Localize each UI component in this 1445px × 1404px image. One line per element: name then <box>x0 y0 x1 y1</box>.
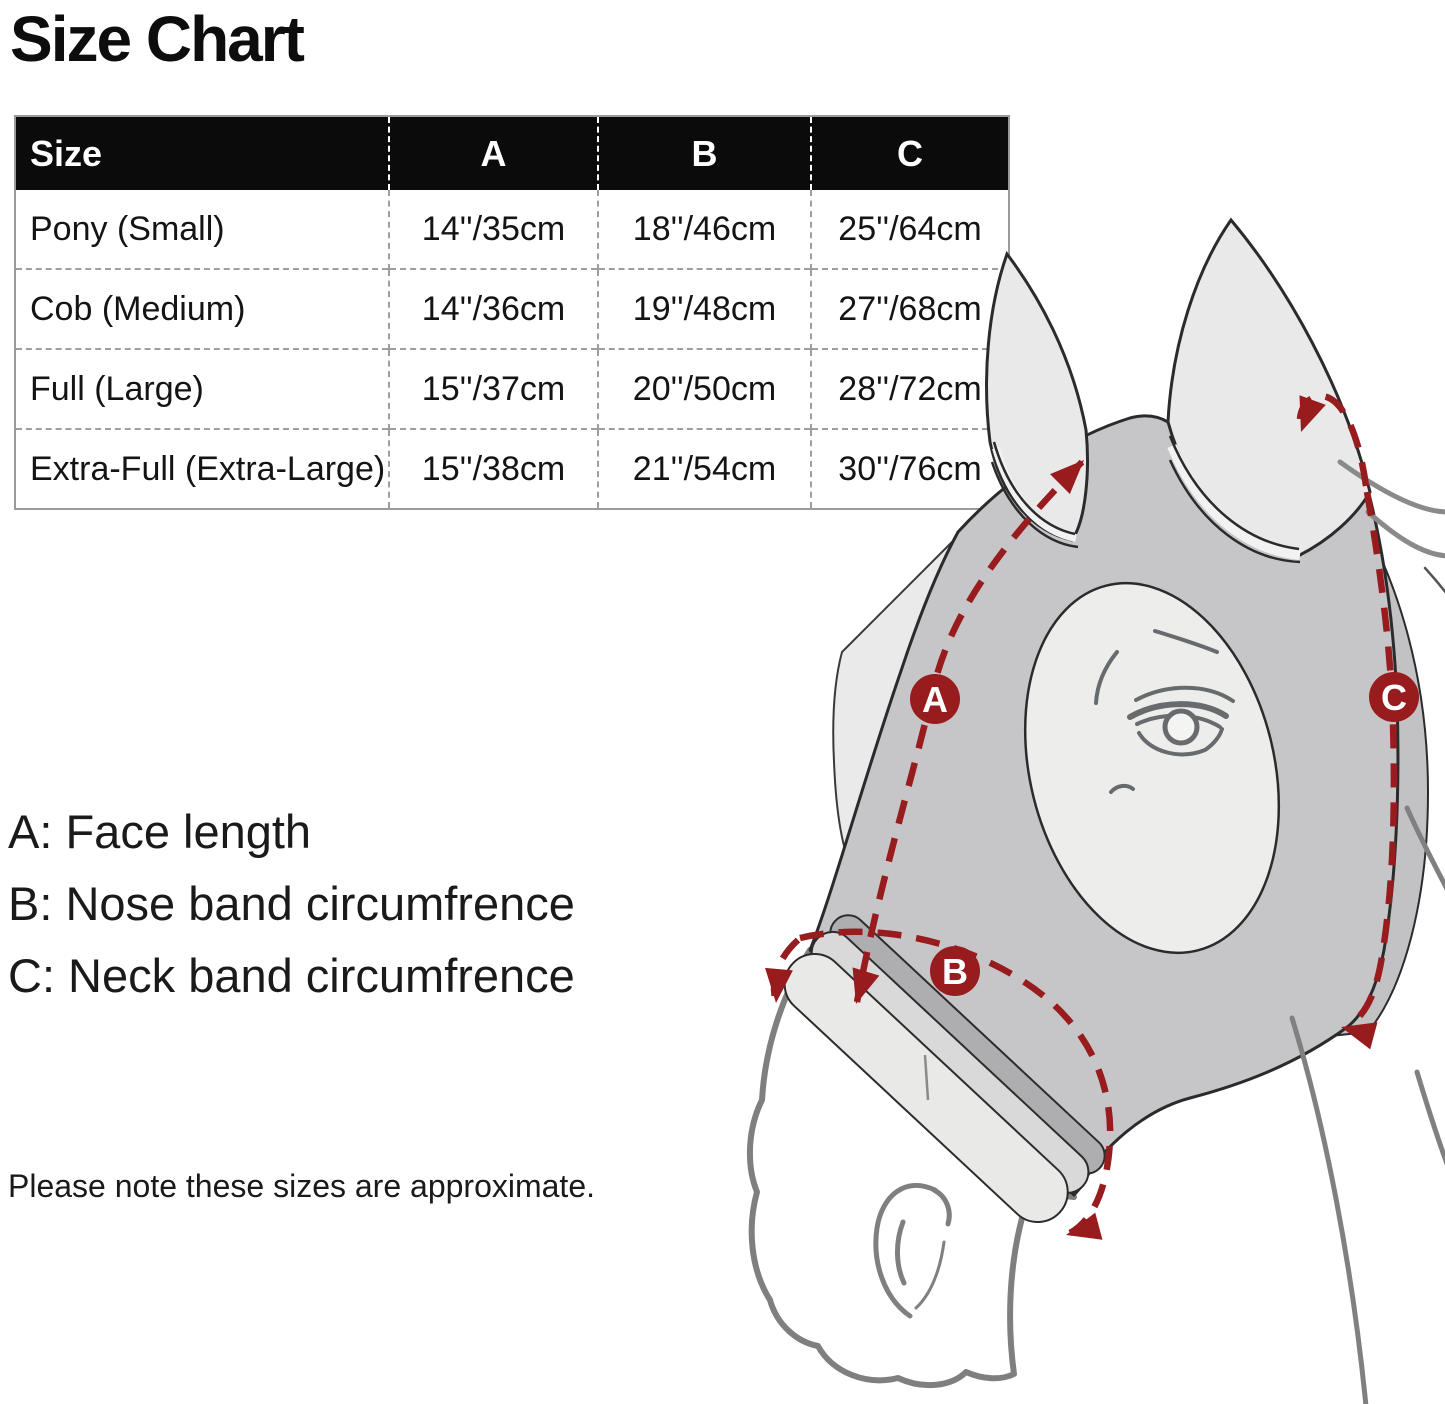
column-header-a: A <box>388 116 598 190</box>
neck-band-strip <box>1314 470 1430 1038</box>
muzzle-tick <box>923 1054 930 1101</box>
table-row: Full (Large) 15''/37cm 20''/50cm 28''/72… <box>15 348 1009 429</box>
cell-c: 30''/76cm <box>810 428 1009 509</box>
measurement-lines <box>770 392 1398 1236</box>
muzzle-shape <box>746 947 1077 1389</box>
eye <box>1094 629 1235 794</box>
cell-b: 20''/50cm <box>597 348 811 429</box>
measure-line-b-left <box>770 937 801 999</box>
measure-line-c-loop <box>1296 392 1370 487</box>
column-header-c: C <box>810 116 1009 190</box>
legend-line-a: A: Face length <box>8 805 312 858</box>
marker-c-circle <box>1369 672 1419 722</box>
cell-size: Pony (Small) <box>30 209 225 248</box>
cell-a: 15''/37cm <box>388 348 598 429</box>
column-header-b: B <box>597 116 811 190</box>
size-chart-table: Size A B C Pony (Small) 14''/35cm 18''/4… <box>14 115 1010 510</box>
cell-b: 18''/46cm <box>597 190 811 269</box>
marker-a-letter: A <box>922 679 948 720</box>
far-cheek-shape <box>832 529 964 918</box>
marker-c-letter: C <box>1381 677 1407 718</box>
ear-cover-right <box>1166 217 1372 558</box>
table-header-row: Size A B C <box>15 116 1009 190</box>
cell-size: Extra-Full (Extra-Large) <box>15 428 389 509</box>
table-row: Extra-Full (Extra-Large) 15''/38cm 21''/… <box>15 428 1009 509</box>
legend-line-c: C: Neck band circumfrence <box>8 949 575 1002</box>
cell-size: Full (Large) <box>15 348 389 429</box>
column-header-size: Size <box>15 116 389 190</box>
eye-opening <box>1023 581 1281 955</box>
ear-base-rims <box>990 435 1301 564</box>
table-row: Pony (Small) 14''/35cm 18''/46cm 25''/64… <box>15 190 1009 269</box>
cell-c: 25''/64cm <box>810 190 1009 269</box>
cell-c: 27''/68cm <box>810 268 1009 349</box>
legend-line-b: B: Nose band circumfrence <box>8 877 575 930</box>
cell-size: Cob (Medium) <box>15 268 389 349</box>
measure-line-a <box>853 459 1085 1003</box>
marker-a-circle <box>910 674 960 724</box>
table-row: Cob (Medium) 14''/36cm 19''/48cm 27''/68… <box>15 268 1009 349</box>
cell-c: 28''/72cm <box>810 348 1009 429</box>
page-title: Size Chart <box>10 3 305 75</box>
measure-line-c <box>1346 491 1398 1028</box>
measurement-arrowheads <box>765 395 1378 1240</box>
cell-a: 14''/35cm <box>388 190 598 269</box>
nose-band <box>783 914 1106 1223</box>
measure-line-b <box>799 928 1114 1236</box>
nostril <box>873 1183 952 1319</box>
mane-and-neck-lines <box>1289 459 1445 1404</box>
marker-b-circle <box>930 946 980 996</box>
measurement-legend: A: Face length B: Nose band circumfrence… <box>8 796 575 1012</box>
markers: A B C <box>910 672 1419 996</box>
marker-b-letter: B <box>942 951 968 992</box>
cell-b: 19''/48cm <box>597 268 811 349</box>
cell-a: 15''/38cm <box>388 428 598 509</box>
cell-a: 14''/36cm <box>388 268 598 349</box>
cell-b: 21''/54cm <box>597 428 811 509</box>
fly-mask-shape <box>808 414 1400 1197</box>
approximate-sizes-note: Please note these sizes are approximate. <box>8 1168 595 1204</box>
